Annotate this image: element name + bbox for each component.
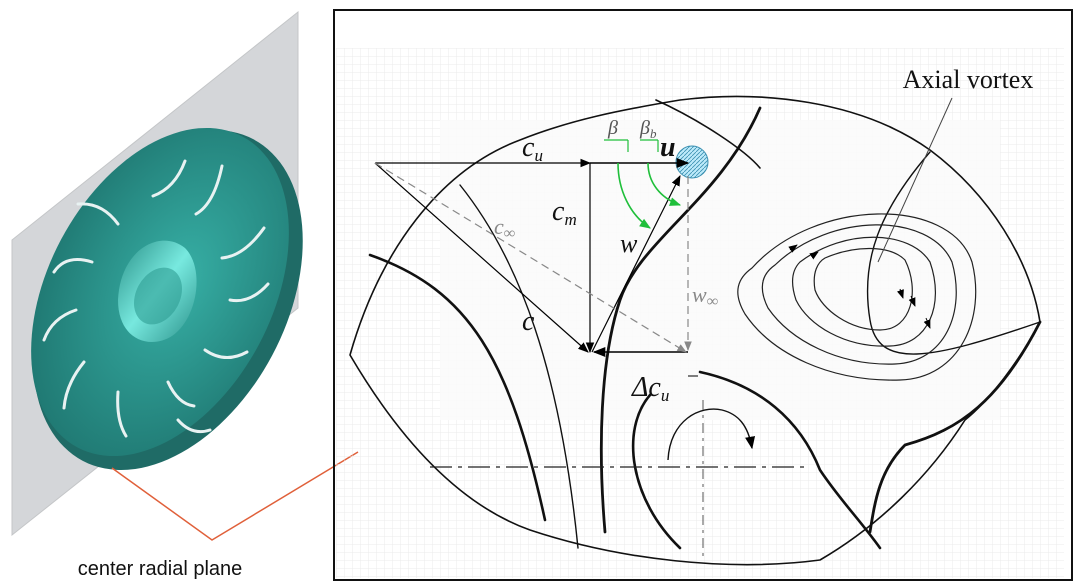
label-w: w <box>620 229 638 258</box>
axial-vortex-leader <box>877 97 953 263</box>
impeller-3d-view: center radial plane <box>11 10 359 580</box>
blade-1 <box>368 253 547 522</box>
diagram-frame <box>333 9 1073 581</box>
velocity-triangle <box>374 157 698 377</box>
label-delta-cu: Δcu <box>631 372 669 405</box>
beta-arc <box>617 162 651 229</box>
velocity-diagram-panel: Axial vortex c <box>333 9 1073 581</box>
bottom-vortex-arc <box>667 408 756 461</box>
beta-b-arc <box>647 162 682 206</box>
w-vector <box>591 175 681 353</box>
blade-2 <box>459 184 579 549</box>
plane-pointer-line <box>111 451 359 541</box>
axial-vortex-label: Axial vortex <box>903 65 1034 94</box>
blade-6 <box>868 320 1042 534</box>
blade-4 <box>599 106 762 534</box>
label-c: c <box>522 306 535 337</box>
plane-caption: center radial plane <box>78 558 243 580</box>
c-vector <box>374 162 589 353</box>
impeller-blade-slots <box>42 159 270 438</box>
label-w-inf: w∞ <box>692 282 718 310</box>
angle-arcs <box>604 139 682 229</box>
label-beta-b: βb <box>639 117 657 141</box>
blade-5 <box>866 151 1041 355</box>
vortex-arrows <box>788 244 931 329</box>
blade-3 <box>655 99 761 169</box>
axial-vortex-contours <box>737 213 977 381</box>
c-inf-vector <box>374 162 687 353</box>
label-u: u <box>660 132 676 163</box>
label-c-inf: c∞ <box>494 214 515 242</box>
label-cm: cm <box>552 196 577 229</box>
impeller-blades <box>368 99 1042 550</box>
blade-7 <box>698 370 882 550</box>
label-cu: cu <box>522 132 543 165</box>
label-beta: β <box>607 117 618 139</box>
